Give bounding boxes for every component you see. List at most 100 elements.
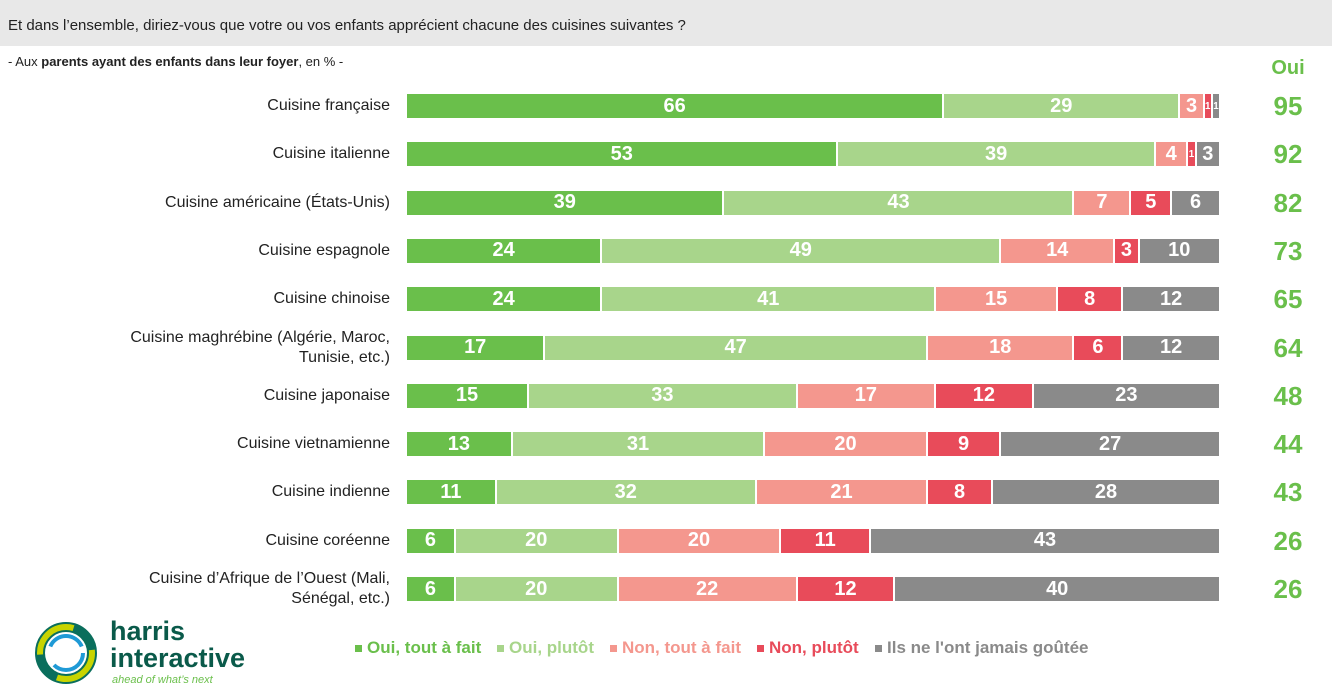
- bar-segment: 10: [1139, 238, 1219, 263]
- total-header: Oui: [1271, 57, 1305, 79]
- bar-segment: 31: [512, 432, 764, 457]
- category-label: Cuisine indienne: [271, 483, 390, 501]
- bar-segment: 1: [1188, 142, 1195, 167]
- bar-segment: 49: [602, 238, 1000, 263]
- bar-segment: 40: [895, 577, 1219, 601]
- bar-segment: 5: [1131, 190, 1171, 215]
- total-value: 82: [1273, 187, 1303, 218]
- bar-segment: 7: [1074, 190, 1130, 215]
- category-label: Cuisine d’Afrique de l’Ouest (Mali, Séné…: [149, 570, 390, 607]
- bar-segment: 17: [407, 335, 544, 360]
- bar-segment: 14: [1001, 238, 1114, 263]
- legend-swatch: [497, 645, 504, 652]
- total-value: 64: [1273, 332, 1303, 363]
- category-label: Cuisine japonaise: [263, 386, 390, 404]
- legend-swatch: [757, 645, 764, 652]
- total-value: 65: [1273, 284, 1303, 315]
- category-label: Cuisine chinoise: [273, 290, 390, 308]
- bar-segment: 21: [757, 480, 926, 505]
- logo-tagline: ahead of what’s next: [112, 674, 213, 686]
- bar-segment: 13: [407, 432, 511, 457]
- bar-segment: 29: [944, 94, 1179, 118]
- bar-segment: 24: [407, 287, 601, 312]
- bar-segment: 20: [765, 432, 926, 457]
- bar-segment: 8: [927, 480, 992, 505]
- bar-segment: 6: [1172, 190, 1219, 215]
- bar-segment: 1: [1212, 94, 1219, 118]
- bar-segment: 12: [1123, 287, 1219, 312]
- bar-segment: 39: [407, 190, 723, 215]
- bar-segment: 53: [407, 142, 837, 167]
- bar-segment: 20: [455, 528, 617, 553]
- total-value: 26: [1273, 574, 1303, 604]
- category-label: Cuisine américaine (États-Unis): [165, 193, 390, 211]
- total-value: 92: [1273, 139, 1303, 170]
- bar-segment: 9: [927, 432, 1000, 457]
- bar-segment: 1: [1204, 94, 1211, 118]
- bar-segment: 11: [407, 480, 495, 505]
- bar-segment: 6: [407, 528, 454, 553]
- legend-label: Non, plutôt: [769, 638, 859, 657]
- total-value: 26: [1273, 525, 1303, 556]
- bar-segment: 8: [1058, 287, 1122, 312]
- bar-segment: 3: [1115, 238, 1138, 263]
- title-bar: [0, 0, 1332, 46]
- bar-segment: 23: [1033, 383, 1219, 408]
- category-label: Cuisine espagnole: [258, 241, 390, 259]
- logo-word: interactive: [110, 643, 246, 673]
- bar-segment: 32: [496, 480, 755, 505]
- legend-label: Non, tout à fait: [622, 638, 741, 657]
- legend-swatch: [355, 645, 362, 652]
- bar-segment: 11: [781, 528, 869, 553]
- logo-word: harris: [110, 616, 186, 646]
- bar-segment: 3: [1196, 142, 1219, 167]
- bar-segment: 20: [455, 577, 617, 601]
- bar-segment: 12: [936, 383, 1032, 408]
- bar-segment: 18: [927, 335, 1073, 360]
- bar-segment: 24: [407, 238, 601, 263]
- legend-swatch: [875, 645, 882, 652]
- logo-mark: [35, 622, 97, 684]
- bar-segment: 15: [407, 383, 528, 408]
- bar-segment: 66: [407, 94, 943, 118]
- total-value: 48: [1273, 380, 1303, 411]
- bar-segment: 12: [1123, 335, 1219, 360]
- subtitle-part: - Aux: [8, 54, 42, 69]
- category-label: Cuisine coréenne: [265, 531, 390, 549]
- bar-segment: 43: [870, 528, 1219, 553]
- bar-segment: 28: [993, 480, 1219, 505]
- legend-swatch: [610, 645, 617, 652]
- bar-segment: 39: [838, 142, 1154, 167]
- total-value: 73: [1273, 235, 1303, 266]
- bar-segment: 4: [1155, 142, 1187, 167]
- bar-segment: 20: [618, 528, 780, 553]
- bar-segment: 33: [529, 383, 796, 408]
- legend-label: Oui, plutôt: [509, 638, 594, 657]
- subtitle: - Aux parents ayant des enfants dans leu…: [8, 54, 343, 69]
- legend-label: Oui, tout à fait: [367, 638, 482, 657]
- bar-segment: 43: [724, 190, 1073, 215]
- bar-segment: 27: [1001, 432, 1219, 457]
- bar-segment: 6: [407, 577, 454, 601]
- bar-segment: 22: [618, 577, 796, 601]
- bar-segment: 6: [1074, 335, 1122, 360]
- logo-name: harris interactive: [110, 618, 245, 672]
- subtitle-bold: parents ayant des enfants dans leur foye…: [41, 54, 299, 69]
- category-label: Cuisine italienne: [272, 145, 390, 163]
- bar-segment: 15: [936, 287, 1057, 312]
- category-label: Cuisine maghrébine (Algérie, Maroc, Tuni…: [130, 328, 390, 366]
- subtitle-part: , en % -: [298, 54, 344, 69]
- bar-segment: 41: [602, 287, 935, 312]
- total-value: 43: [1273, 477, 1303, 508]
- category-label: Cuisine vietnamienne: [237, 435, 390, 453]
- bar-segment: 3: [1180, 94, 1203, 118]
- bar-segment: 17: [797, 383, 935, 408]
- bar-segment: 47: [545, 335, 926, 360]
- chart-title: Et dans l’ensemble, diriez-vous que votr…: [8, 17, 686, 34]
- category-label: Cuisine française: [267, 97, 390, 114]
- total-value: 95: [1273, 91, 1303, 121]
- bar-segment: 12: [797, 577, 894, 601]
- total-value: 44: [1273, 429, 1303, 460]
- legend-label: Ils ne l'ont jamais goûtée: [887, 638, 1089, 657]
